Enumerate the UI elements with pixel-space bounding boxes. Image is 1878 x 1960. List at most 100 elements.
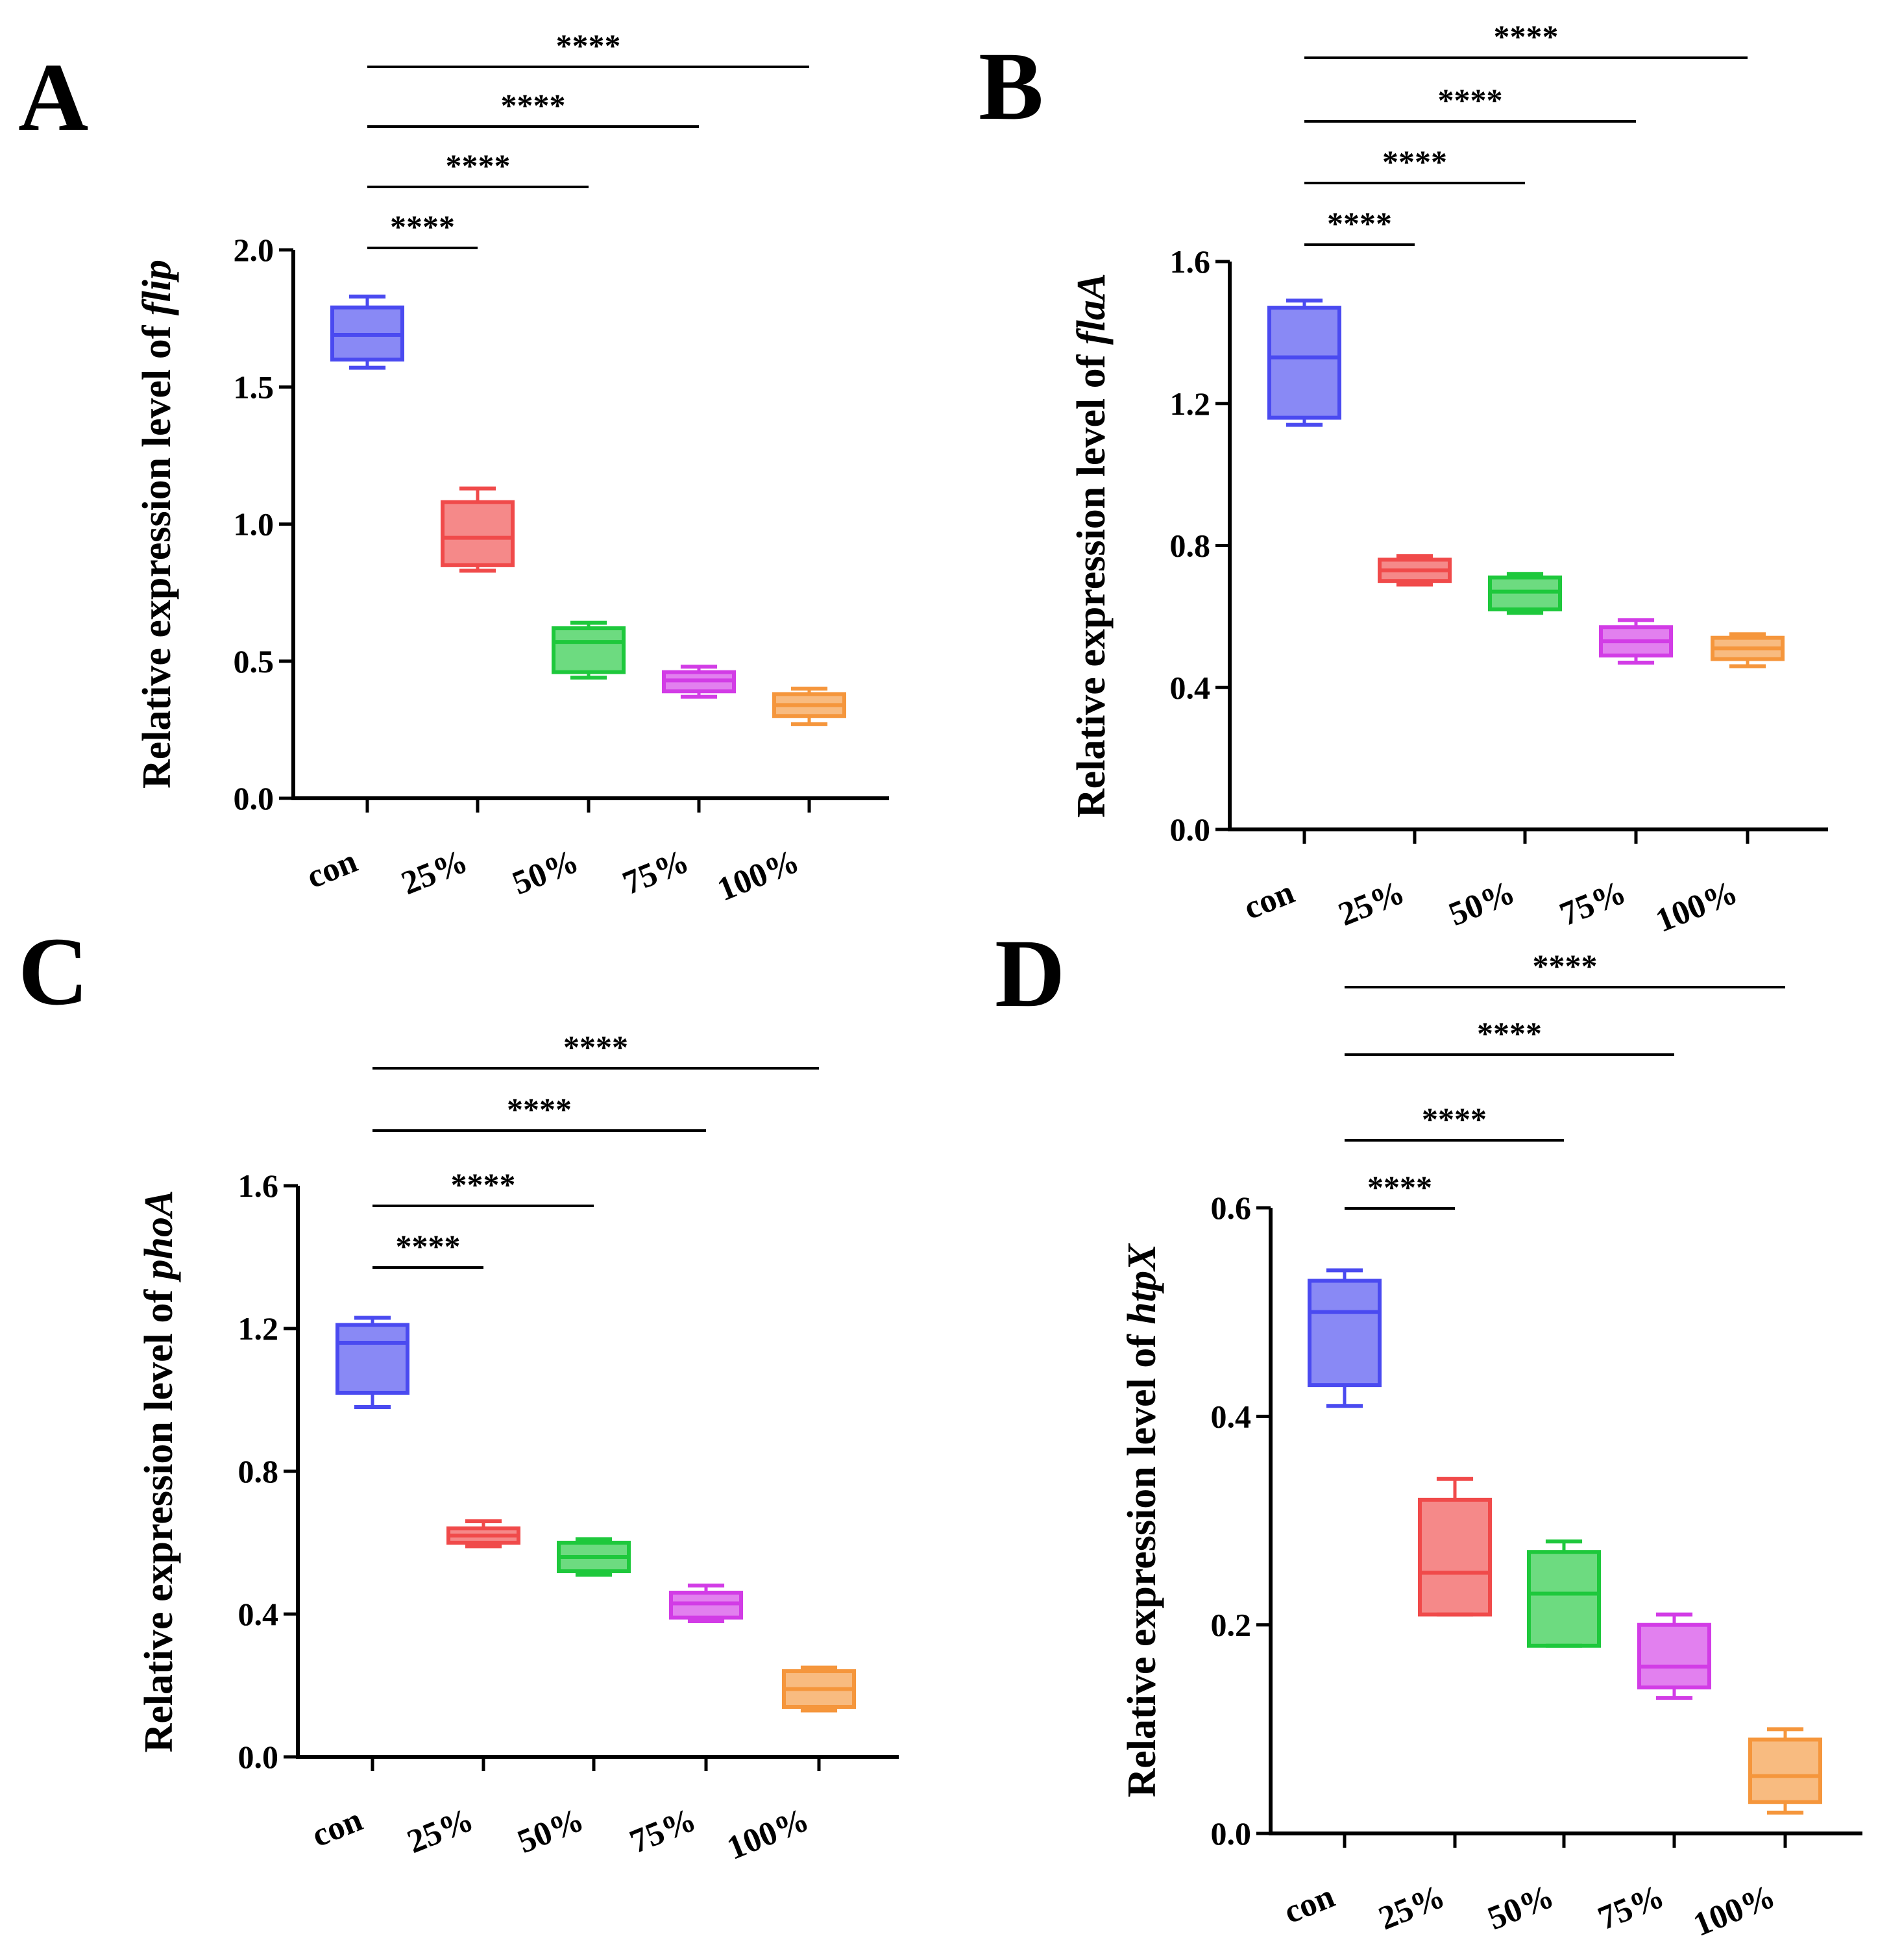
significance-label: **** <box>446 147 511 184</box>
x-tick-label: con <box>1279 1878 1340 1931</box>
x-tick-label: 100% <box>1651 874 1743 940</box>
y-axis-label-gene: htpX <box>1120 1243 1164 1325</box>
y-axis-label-gene: flaA <box>1069 273 1114 345</box>
x-tick-label: 50% <box>507 842 584 902</box>
panel-B: B 0.0 0.4 0.8 1.2 1.6 Relative expression leve… <box>979 18 1828 940</box>
significance-label: **** <box>1533 948 1598 984</box>
x-tick-label: 25% <box>1374 1878 1450 1937</box>
significance-label: **** <box>1422 1101 1487 1137</box>
x-tick-label: 75% <box>625 1801 701 1861</box>
significance-label: **** <box>501 87 566 123</box>
box-iqr <box>1748 1737 1822 1804</box>
box-con <box>1308 1268 1382 1408</box>
y-axis-label: Relative expression level of flip <box>135 260 179 789</box>
y-tick-label: 0.0 <box>234 780 274 816</box>
y-tick-label: 1.5 <box>234 369 274 405</box>
panel-C: C 0.0 0.4 0.8 1.2 1.6 Relative expression leve… <box>18 918 899 1867</box>
y-axis-label-prefix: Relative expression level of <box>1069 345 1114 818</box>
box-iqr <box>1308 1279 1382 1388</box>
y-tick-label: 1.2 <box>238 1310 279 1347</box>
x-tick-label: 75% <box>1555 874 1631 933</box>
panel-letter: A <box>18 43 88 151</box>
box-iqr <box>1418 1497 1492 1617</box>
box-100% <box>1748 1727 1822 1815</box>
significance-label: **** <box>556 27 621 64</box>
y-tick-label: 1.0 <box>234 506 274 543</box>
y-tick-label: 0.2 <box>1211 1607 1252 1643</box>
panel-letter: D <box>995 920 1065 1027</box>
box-iqr <box>552 626 626 674</box>
y-axis-label-prefix: Relative expression level of <box>135 315 179 789</box>
box-50% <box>1488 572 1562 615</box>
y-tick-label: 2.0 <box>234 232 274 268</box>
y-axis-label-prefix: Relative expression level of <box>1120 1325 1164 1798</box>
box-75% <box>1599 618 1673 665</box>
x-tick-label: 50% <box>513 1801 589 1861</box>
x-tick-label: 50% <box>1483 1878 1559 1937</box>
box-iqr <box>1527 1550 1601 1648</box>
x-tick-label: 25% <box>1334 874 1410 933</box>
x-tick-label: con <box>307 1801 368 1854</box>
box-25% <box>441 486 515 573</box>
box-100% <box>782 1665 856 1713</box>
x-tick-label: 100% <box>713 842 805 909</box>
y-tick-label: 0.5 <box>234 643 274 680</box>
y-tick-label: 0.4 <box>1170 669 1211 705</box>
box-75% <box>1637 1612 1711 1700</box>
significance-label: **** <box>1438 82 1503 118</box>
x-tick-label: 75% <box>618 842 694 902</box>
significance-label: **** <box>1494 18 1559 55</box>
significance-label: **** <box>390 208 455 245</box>
x-tick-label: 75% <box>1593 1878 1670 1937</box>
significance-label: **** <box>396 1228 461 1264</box>
box-25% <box>446 1519 520 1549</box>
y-tick-label: 0.0 <box>1170 811 1211 848</box>
x-tick-label: 100% <box>1689 1878 1781 1944</box>
significance-label: **** <box>507 1091 572 1127</box>
y-axis-label-gene: flip <box>135 260 179 315</box>
box-50% <box>1527 1539 1601 1648</box>
y-axis-label: Relative expression level of phoA <box>137 1190 181 1753</box>
y-tick-label: 0.0 <box>1211 1815 1252 1852</box>
significance-label: **** <box>1477 1015 1542 1051</box>
box-con <box>330 294 404 370</box>
x-tick-label: 100% <box>722 1801 814 1867</box>
significance-label: **** <box>451 1166 516 1203</box>
y-tick-label: 0.8 <box>238 1453 279 1489</box>
box-100% <box>1711 632 1785 668</box>
box-50% <box>557 1537 631 1577</box>
panel-D: D 0.0 0.2 0.4 0.6 Relative expression level o… <box>995 920 1862 1944</box>
box-iqr <box>441 500 515 567</box>
box-75% <box>662 665 736 699</box>
panel-A: A 0.0 0.5 1.0 1.5 2.0 Relative expression leve… <box>18 27 889 909</box>
panel-letter: B <box>979 32 1043 140</box>
x-tick-label: con <box>302 842 363 896</box>
y-tick-label: 1.6 <box>238 1168 279 1204</box>
y-axis-label-gene: phoA <box>137 1190 181 1283</box>
significance-label: **** <box>1367 1169 1432 1205</box>
box-con <box>1267 299 1341 427</box>
y-tick-label: 0.0 <box>238 1739 279 1775</box>
significance-label: **** <box>1382 143 1447 180</box>
panel-letter: C <box>18 918 88 1025</box>
y-tick-label: 0.4 <box>1211 1398 1252 1434</box>
y-tick-label: 0.4 <box>238 1596 279 1632</box>
x-tick-label: 50% <box>1444 874 1520 933</box>
box-100% <box>772 687 846 726</box>
y-axis-label: Relative expression level of htpX <box>1120 1243 1164 1798</box>
y-tick-label: 0.8 <box>1170 528 1211 564</box>
box-50% <box>552 620 626 680</box>
significance-label: **** <box>1327 205 1392 241</box>
box-25% <box>1418 1476 1492 1617</box>
box-con <box>335 1316 409 1409</box>
box-iqr <box>1637 1623 1711 1690</box>
y-tick-label: 1.2 <box>1170 386 1211 422</box>
box-75% <box>669 1584 743 1623</box>
x-tick-label: 25% <box>402 1801 479 1861</box>
x-tick-label: 25% <box>396 842 473 902</box>
box-iqr <box>335 1323 409 1395</box>
y-tick-label: 1.6 <box>1170 243 1211 280</box>
y-axis-label: Relative expression level of flaA <box>1069 273 1114 818</box>
box-25% <box>1378 554 1452 587</box>
